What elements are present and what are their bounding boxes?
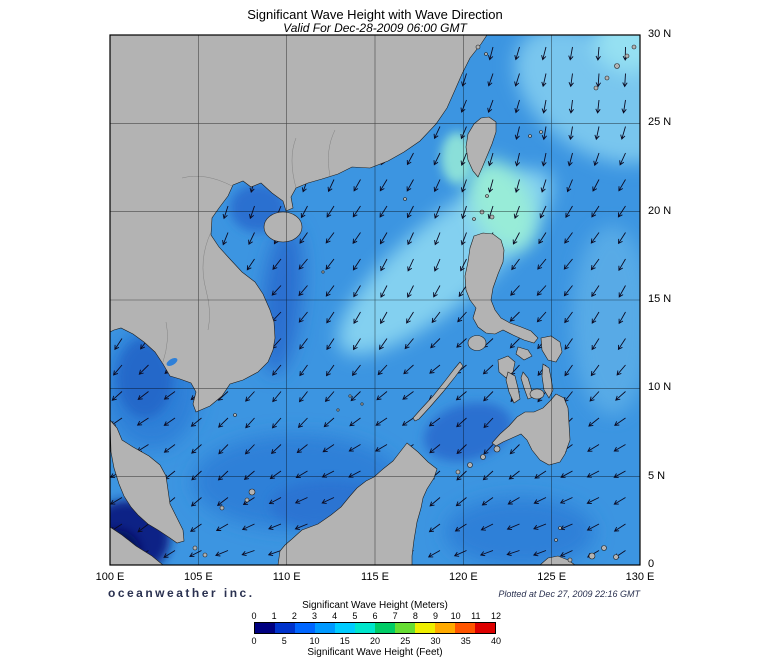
land-cebu	[520, 371, 534, 400]
legend-color-segment	[255, 623, 275, 633]
small-islands	[192, 44, 637, 563]
legend-feet-title: Significant Wave Height (Feet)	[307, 647, 443, 658]
legend-meters-tick: 11	[471, 611, 481, 621]
land-china-indochina	[110, 35, 488, 413]
legend-meters-tick: 10	[450, 611, 461, 621]
land-negros	[505, 371, 521, 404]
legend-color-segment	[415, 623, 435, 633]
lon-label: 100 E	[95, 571, 125, 583]
lat-label: 20 N	[648, 204, 672, 217]
lake-tonle-sap	[166, 358, 178, 366]
brand-text: oceanweather inc.	[108, 586, 255, 600]
land-leyte	[541, 363, 554, 399]
land-sulawesi-tip	[539, 555, 576, 565]
legend-color-segment	[315, 623, 335, 633]
legend-meters-tick: 6	[372, 611, 378, 621]
legend-meters-tick: 1	[271, 611, 277, 621]
land-taiwan	[465, 116, 497, 178]
lon-axis: 100 E 105 E 110 E 115 E 120 E 125 E 130 E	[0, 571, 775, 585]
legend-meters-ticks: 0 1 2 3 4 5 6 7 8 9 10 11 12	[251, 611, 501, 621]
legend-color-segment	[295, 623, 315, 633]
page-title: Significant Wave Height with Wave Direct…	[247, 7, 503, 22]
legend-color-segment	[395, 623, 415, 633]
legend-feet-tick: 20	[369, 636, 381, 646]
legend-color-segment	[335, 623, 355, 633]
lat-axis: 30 N 25 N 20 N 15 N 10 N 5 N 0	[648, 0, 698, 600]
legend-color-segment	[355, 623, 375, 633]
land-bohol	[529, 388, 545, 400]
legend-feet-ticks: 0 5 10 15 20 25 30 35 40	[251, 636, 501, 646]
land-malay-peninsula	[110, 419, 185, 544]
land-sumatra	[110, 526, 164, 565]
grid-lines	[110, 35, 640, 565]
legend-meters-title: Significant Wave Height (Meters)	[302, 600, 448, 611]
legend-feet-tick: 5	[281, 636, 287, 646]
lon-label: 105 E	[183, 571, 213, 583]
legend-meters-tick: 2	[291, 611, 297, 621]
legend-color-segment	[375, 623, 395, 633]
land-layer	[110, 35, 637, 565]
map-border	[109, 34, 641, 566]
lat-label: 25 N	[648, 116, 672, 129]
legend-feet-tick: 25	[400, 636, 411, 646]
legend-meters-tick: 12	[490, 611, 502, 621]
legend-color-segment	[275, 623, 295, 633]
legend-feet-tick: 35	[460, 636, 471, 646]
legend-meters-tick: 9	[432, 611, 439, 621]
lon-label: 130 E	[625, 571, 655, 583]
land-mindanao	[491, 393, 571, 466]
legend-color-segment	[475, 623, 495, 633]
plot-timestamp: Plotted at Dec 27, 2009 22:16 GMT	[498, 589, 640, 599]
lon-label: 110 E	[272, 571, 301, 583]
lat-label: 0	[648, 558, 655, 570]
lat-label: 30 N	[648, 28, 672, 40]
lat-label: 15 N	[648, 293, 672, 305]
land-mindoro	[467, 335, 487, 351]
legend-feet-tick: 15	[339, 636, 350, 646]
legend-meters-tick: 8	[412, 611, 418, 621]
land-palawan	[412, 361, 464, 422]
land-masbate	[515, 346, 533, 361]
legend-feet-tick: 40	[490, 636, 502, 646]
lon-label: 125 E	[537, 571, 567, 583]
legend-meters-tick: 4	[332, 611, 338, 621]
country-borders	[110, 129, 336, 446]
legend-feet-tick: 30	[430, 636, 441, 646]
legend-meters-tick: 5	[352, 611, 358, 621]
lat-label: 10 N	[648, 381, 672, 394]
legend-feet-tick: 10	[309, 636, 320, 646]
legend-bar	[254, 622, 496, 634]
lon-label: 120 E	[448, 571, 478, 583]
land-borneo	[277, 442, 438, 565]
land-hainan	[263, 211, 303, 243]
land-panay	[497, 355, 516, 379]
land-luzon	[464, 232, 539, 344]
legend-meters-tick: 3	[311, 611, 318, 621]
lon-label: 115 E	[361, 571, 389, 583]
legend-meters-tick: 7	[392, 611, 398, 621]
page-subtitle: Valid For Dec-28-2009 06:00 GMT	[283, 21, 467, 35]
legend-color-segment	[455, 623, 475, 633]
lat-label: 5 N	[648, 469, 666, 482]
legend-feet-tick: 0	[251, 636, 257, 646]
legend-color-segment	[435, 623, 455, 633]
legend-meters-tick: 0	[251, 611, 257, 621]
